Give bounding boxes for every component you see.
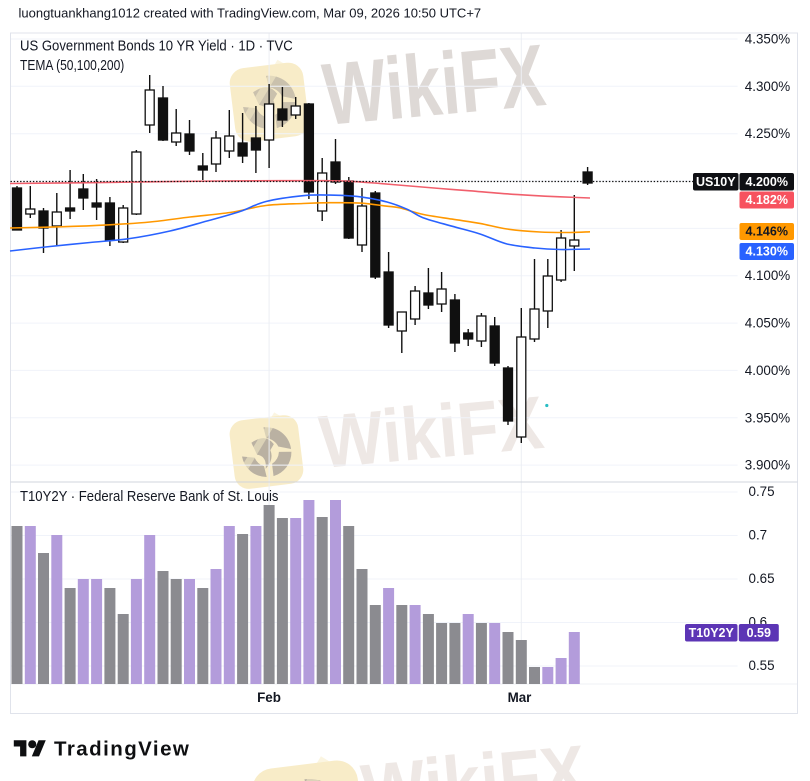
- svg-text:WikiFX: WikiFX: [319, 25, 549, 144]
- svg-text:4.130%: 4.130%: [746, 245, 788, 259]
- svg-text:4.146%: 4.146%: [746, 225, 788, 239]
- svg-text:4.050%: 4.050%: [745, 316, 791, 331]
- svg-text:0.55: 0.55: [749, 658, 775, 673]
- svg-text:3.950%: 3.950%: [745, 410, 791, 425]
- svg-text:4.200%: 4.200%: [746, 175, 788, 189]
- svg-text:TradingView: TradingView: [54, 737, 190, 760]
- svg-text:luongtuankhang1012 created wit: luongtuankhang1012 created with TradingV…: [19, 6, 482, 21]
- svg-text:0.59: 0.59: [747, 626, 771, 640]
- svg-text:0.65: 0.65: [749, 571, 775, 586]
- svg-text:US Government Bonds 10 YR Yiel: US Government Bonds 10 YR Yield · 1D · T…: [20, 37, 293, 54]
- svg-text:T10Y2Y · Federal Reserve Bank: T10Y2Y · Federal Reserve Bank of St. Lou…: [20, 487, 278, 504]
- svg-text:3.900%: 3.900%: [745, 458, 791, 473]
- svg-text:4.182%: 4.182%: [746, 193, 788, 207]
- svg-text:4.250%: 4.250%: [745, 126, 791, 141]
- svg-text:Mar: Mar: [508, 690, 533, 705]
- svg-text:Feb: Feb: [257, 690, 281, 705]
- svg-text:T10Y2Y: T10Y2Y: [689, 626, 735, 640]
- svg-text:0.7: 0.7: [749, 528, 768, 543]
- svg-text:0.75: 0.75: [749, 484, 775, 499]
- svg-text:TEMA (50,100,200): TEMA (50,100,200): [20, 57, 124, 73]
- svg-text:4.350%: 4.350%: [745, 32, 791, 47]
- svg-text:4.100%: 4.100%: [745, 268, 791, 283]
- svg-text:4.000%: 4.000%: [745, 363, 791, 378]
- svg-text:US10Y: US10Y: [696, 175, 736, 189]
- svg-text:4.300%: 4.300%: [745, 79, 791, 94]
